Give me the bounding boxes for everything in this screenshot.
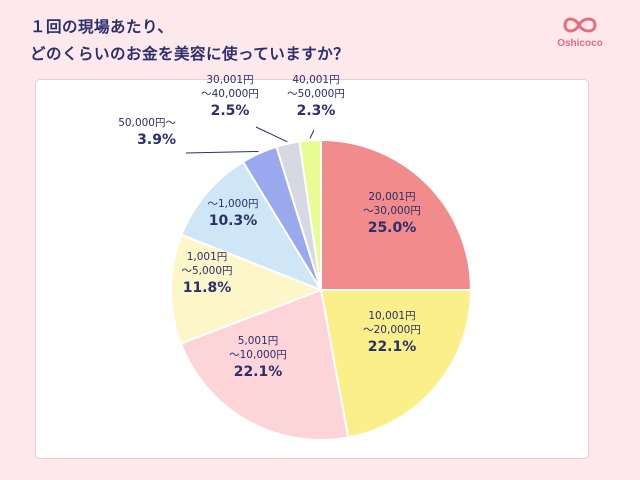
slice-range-label: 50,000円～ — [118, 117, 176, 129]
pie-slice-8 — [298, 138, 322, 291]
slice-range-label: ～10,000円 — [229, 349, 287, 361]
slice-range-label: 20,001円 — [368, 191, 415, 203]
brand-name: Oshicoco — [557, 38, 603, 49]
slice-percent-label: 22.1% — [234, 364, 283, 380]
slice-range-label: 10,001円 — [368, 310, 415, 322]
slice-range-label: 1,001円 — [187, 251, 228, 263]
slice-label-3: 5,001円 ～10,000円 22.1% — [229, 335, 287, 380]
pie-slices — [170, 138, 473, 441]
slice-label-6: 50,000円～ 3.9% — [118, 117, 176, 148]
slice-range-label: ～30,000円 — [363, 205, 421, 217]
leader-line-6 — [185, 150, 259, 154]
slice-range-label: ～50,000円 — [287, 88, 345, 100]
slice-label-8: 40,001円 ～50,000円 2.3% — [287, 74, 345, 119]
slice-label-5: ～1,000円 10.3% — [207, 198, 258, 229]
title-line-1: １回の現場あたり、 — [30, 18, 174, 36]
pie-slice-2 — [319, 289, 473, 439]
slice-range-label: ～1,000円 — [207, 198, 258, 210]
slice-range-label: 30,001円 — [206, 74, 253, 86]
brand-logo: Oshicoco — [548, 14, 612, 49]
slice-label-4: 1,001円 ～5,000円 11.8% — [181, 251, 232, 296]
slice-label-7: 30,001円 ～40,000円 2.5% — [201, 74, 259, 119]
chart-title: １回の現場あたり、 どのくらいのお金を美容に使っていますか？ — [30, 14, 349, 68]
leader-line-7 — [255, 126, 288, 143]
pie-slice-4 — [170, 233, 324, 345]
slice-labels: 20,001円 ～30,000円 25.0% 10,001円 ～20,000円 22.1%… — [118, 74, 421, 380]
slice-percent-label: 11.8% — [183, 280, 232, 296]
slice-percent-label: 22.1% — [368, 339, 417, 355]
pie-slice-5 — [180, 160, 324, 293]
oshicoco-logo-icon — [563, 17, 597, 33]
slice-range-label: ～5,000円 — [181, 265, 232, 277]
pie-slice-3 — [179, 288, 350, 441]
slice-range-label: 40,001円 — [292, 74, 339, 86]
slice-range-label: 5,001円 — [238, 335, 279, 347]
leader-lines — [185, 126, 315, 154]
slice-label-1: 20,001円 ～30,000円 25.0% — [363, 191, 421, 236]
slice-range-label: ～20,000円 — [363, 324, 421, 336]
slice-label-2: 10,001円 ～20,000円 22.1% — [363, 310, 421, 355]
slice-percent-label: 25.0% — [368, 220, 417, 236]
slice-percent-label: 10.3% — [209, 213, 258, 229]
slice-percent-label: 2.5% — [211, 103, 250, 119]
slice-range-label: ～40,000円 — [201, 88, 259, 100]
slice-percent-label: 3.9% — [137, 132, 176, 148]
title-line-2: どのくらいのお金を美容に使っていますか？ — [30, 45, 350, 63]
pie-slice-1 — [320, 138, 473, 291]
slice-percent-label: 2.3% — [297, 103, 336, 119]
leader-line-8 — [309, 129, 315, 139]
